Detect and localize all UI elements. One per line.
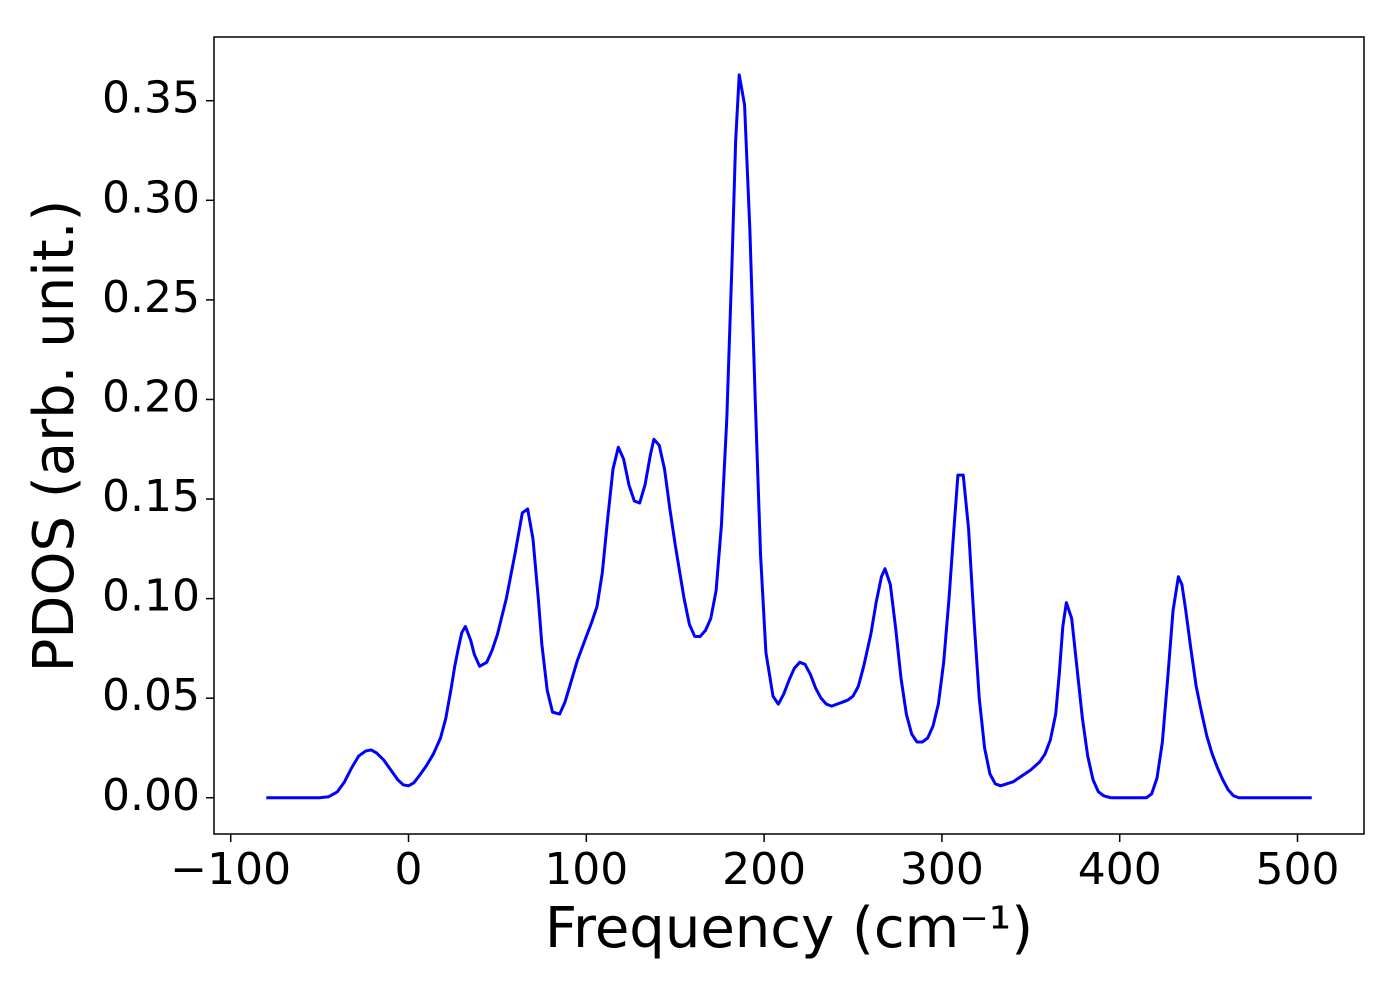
y-tick-label: 0.30: [102, 172, 200, 223]
x-tick-label: 500: [1256, 844, 1340, 895]
y-tick-label: 0.20: [102, 371, 200, 422]
x-tick-label: 100: [544, 844, 628, 895]
y-tick-label: 0.15: [102, 471, 200, 522]
plot-frame: [213, 36, 1365, 835]
y-axis-label: PDOS (arb. unit.): [22, 200, 87, 673]
x-axis-label: Frequency (cm⁻¹): [545, 896, 1033, 961]
y-tick-label: 0.05: [102, 670, 200, 721]
y-tick-label: 0.25: [102, 272, 200, 323]
x-tick-label: 300: [900, 844, 984, 895]
x-tick-label: 400: [1078, 844, 1162, 895]
x-tick-label: 0: [395, 844, 423, 895]
y-tick-label: 0.35: [102, 73, 200, 124]
x-tick-label: −100: [170, 844, 291, 895]
y-tick-label: 0.10: [102, 571, 200, 622]
data-line: [266, 73, 1312, 800]
y-tick-label: 0.00: [102, 770, 200, 821]
x-tick-label: 200: [722, 844, 806, 895]
